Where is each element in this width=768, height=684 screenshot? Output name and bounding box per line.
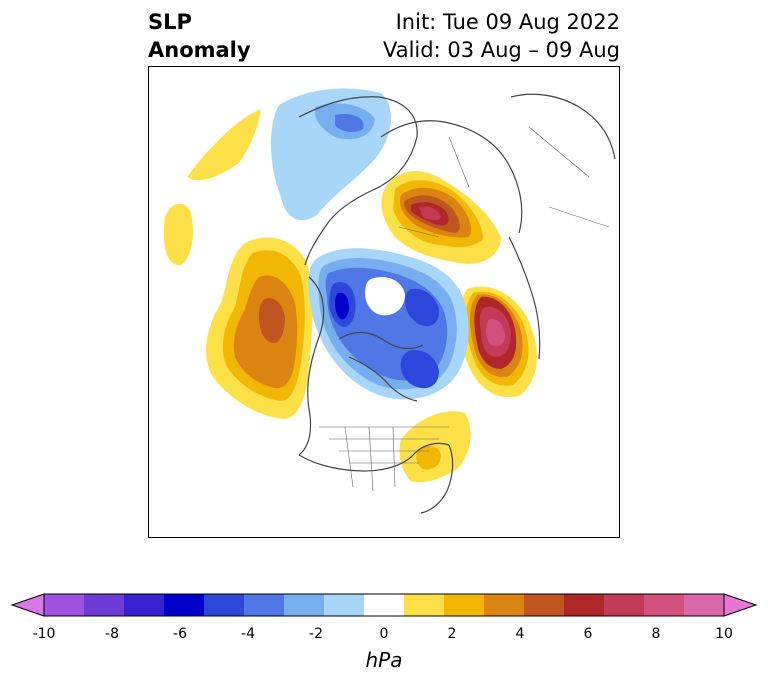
colorbar-tick-label: -2 [309,626,323,642]
borders [319,126,610,492]
anomaly-contour-pacific-tongue [187,109,261,181]
anomaly-contour-siberia-neg-3 [335,113,364,132]
colorbar-segment [164,594,205,616]
colorbar-tick-label: 2 [447,626,457,642]
anomaly-contour-useast-pos-2 [416,446,441,470]
colorbar-tick-label: 6 [583,626,593,642]
anomaly-contour-useast-pos-1 [399,411,471,483]
colorbar-segments [10,593,758,617]
colorbar-segment [204,594,245,616]
colorbar-tick-label: 4 [515,626,525,642]
anomaly-contour-arctic-neg-6 [405,288,439,327]
anomaly-contour-europe-pos-6 [486,318,505,347]
colorbar-extend-min [10,593,45,617]
anomaly-contour-scandinavia-pos-6 [419,206,441,220]
colorbar-segment [484,594,525,616]
colorbar-segment [604,594,645,616]
anomaly-contour-pacific-small [163,203,193,266]
colorbar-tick-label: -6 [173,626,187,642]
coastlines [298,93,616,514]
colorbar-tick-label: -4 [241,626,255,642]
colorbar-segment [244,594,285,616]
colorbar-segment [84,594,125,616]
title-line-1: SLP [148,10,192,34]
colorbar-segment [364,594,405,616]
chart-title: SLP Anomaly [148,8,251,64]
colorbar-segment [684,594,725,616]
colorbar-tick-label: -8 [105,626,119,642]
colorbar-segment [324,594,365,616]
map-panel [148,66,620,538]
anomaly-map [163,88,616,514]
colorbar [10,593,758,617]
colorbar-tick-label: -10 [32,626,56,642]
valid-range-label: Valid: 03 Aug – 09 Aug [382,38,620,62]
colorbar-extend-max [723,593,758,617]
colorbar-segment [44,594,85,616]
colorbar-tick-label: 0 [379,626,389,642]
anomaly-contour-arctic-neg-5 [335,292,349,320]
colorbar-segment [124,594,165,616]
colorbar-tick-label: 8 [651,626,661,642]
anomaly-contour-pole-hole [365,276,405,316]
title-line-2: Anomaly [148,38,251,62]
colorbar-tick-label: 10 [715,626,733,642]
colorbar-segment [444,594,485,616]
anomaly-contour-npacific-pos-4 [259,298,285,343]
colorbar-segment [404,594,445,616]
colorbar-segment [564,594,605,616]
colorbar-outline [43,593,725,617]
colorbar-segment [284,594,325,616]
anomaly-contour-canada-neg [400,350,439,389]
colorbar-unit-label: hPa [365,648,403,672]
colorbar-segment [644,594,685,616]
init-date-label: Init: Tue 09 Aug 2022 [395,10,620,34]
colorbar-segment [524,594,565,616]
chart-subtitle: Init: Tue 09 Aug 2022 Valid: 03 Aug – 09… [383,8,620,64]
